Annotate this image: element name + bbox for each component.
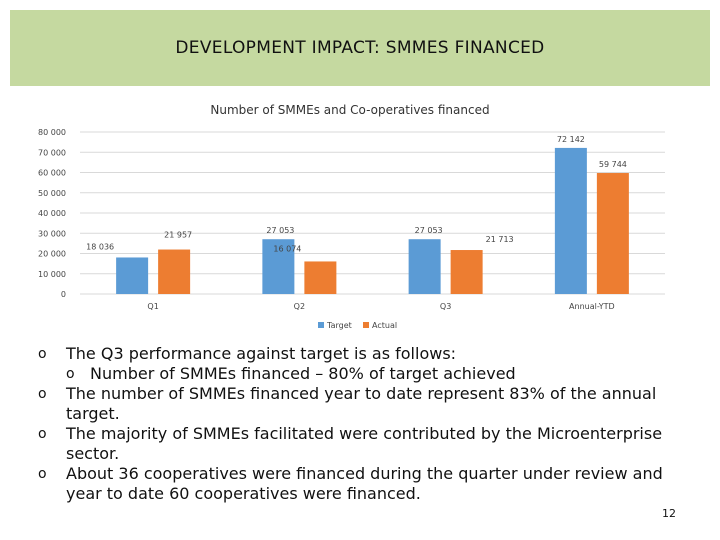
bullet-text: The Q3 performance against target is as … bbox=[66, 344, 457, 363]
page-number: 12 bbox=[662, 507, 676, 520]
x-tick-label: Annual-YTD bbox=[569, 302, 615, 311]
bullet-item: o The Q3 performance against target is a… bbox=[38, 344, 678, 384]
y-tick-label: 30 000 bbox=[38, 229, 66, 238]
bullet-list: o The Q3 performance against target is a… bbox=[38, 344, 678, 504]
bar-target bbox=[554, 147, 587, 294]
bullet-text: The number of SMMEs financed year to dat… bbox=[66, 384, 657, 423]
bullet-marker: o bbox=[38, 466, 47, 482]
bullet-item: o About 36 cooperatives were financed du… bbox=[38, 464, 678, 504]
legend-label-actual: Actual bbox=[372, 321, 397, 330]
slide-header: DEVELOPMENT IMPACT: SMMES FINANCED bbox=[10, 10, 710, 86]
sub-bullet-text: Number of SMMEs financed – 80% of target… bbox=[90, 364, 516, 383]
data-label: 16 074 bbox=[273, 244, 301, 253]
bar-actual bbox=[304, 261, 337, 294]
legend-swatch-target bbox=[318, 322, 324, 328]
data-label: 18 036 bbox=[86, 242, 114, 251]
y-tick-label: 80 000 bbox=[38, 128, 66, 137]
sub-bullet-item: o Number of SMMEs financed – 80% of targ… bbox=[66, 364, 678, 384]
bar-target bbox=[262, 239, 295, 294]
bullet-marker: o bbox=[38, 426, 47, 442]
chart-title: Number of SMMEs and Co-operatives financ… bbox=[210, 103, 489, 117]
y-tick-label: 10 000 bbox=[38, 270, 66, 279]
slide-title: DEVELOPMENT IMPACT: SMMES FINANCED bbox=[175, 38, 545, 58]
bullet-item: o The number of SMMEs financed year to d… bbox=[38, 384, 678, 424]
y-tick-label: 20 000 bbox=[38, 250, 66, 259]
bullet-item: o The majority of SMMEs facilitated were… bbox=[38, 424, 678, 464]
y-tick-label: 40 000 bbox=[38, 209, 66, 218]
bar-actual bbox=[158, 249, 191, 294]
y-tick-label: 70 000 bbox=[38, 148, 66, 157]
bar-chart: Number of SMMEs and Co-operatives financ… bbox=[38, 103, 665, 330]
bar-actual bbox=[450, 250, 483, 294]
x-tick-label: Q1 bbox=[147, 302, 158, 311]
bar-actual bbox=[596, 173, 629, 294]
data-label: 27 053 bbox=[415, 226, 443, 235]
data-label: 27 053 bbox=[266, 226, 294, 235]
x-tick-label: Q2 bbox=[294, 302, 305, 311]
bullet-marker: o bbox=[38, 386, 47, 402]
bar-target bbox=[116, 257, 149, 294]
y-tick-label: 50 000 bbox=[38, 189, 66, 198]
bullet-text: The majority of SMMEs facilitated were c… bbox=[66, 424, 663, 463]
bullet-text: About 36 cooperatives were financed duri… bbox=[66, 464, 663, 503]
y-tick-label: 0 bbox=[61, 290, 66, 299]
bullet-marker: o bbox=[38, 346, 47, 362]
data-label: 59 744 bbox=[599, 160, 627, 169]
y-tick-label: 60 000 bbox=[38, 169, 66, 178]
data-label: 21 713 bbox=[486, 235, 514, 244]
data-label: 72 142 bbox=[557, 135, 585, 144]
legend-swatch-actual bbox=[363, 322, 369, 328]
bar-target bbox=[408, 239, 441, 294]
legend-label-target: Target bbox=[326, 321, 352, 330]
sub-bullet-marker: o bbox=[66, 366, 75, 382]
x-tick-label: Q3 bbox=[440, 302, 451, 311]
data-label: 21 957 bbox=[164, 231, 192, 240]
